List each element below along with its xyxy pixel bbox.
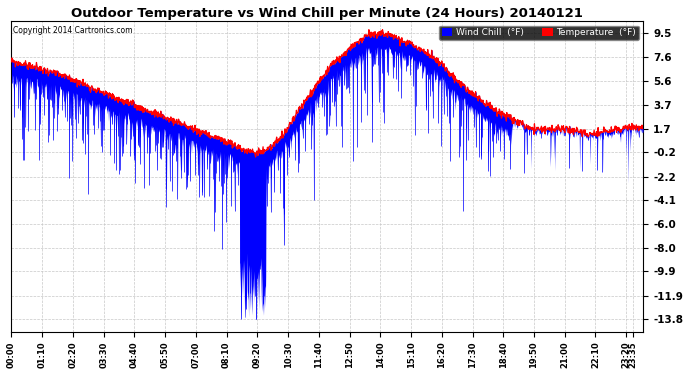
Title: Outdoor Temperature vs Wind Chill per Minute (24 Hours) 20140121: Outdoor Temperature vs Wind Chill per Mi… <box>72 7 583 20</box>
Text: Copyright 2014 Cartronics.com: Copyright 2014 Cartronics.com <box>12 26 132 35</box>
Legend: Wind Chill  (°F), Temperature  (°F): Wind Chill (°F), Temperature (°F) <box>439 26 639 40</box>
